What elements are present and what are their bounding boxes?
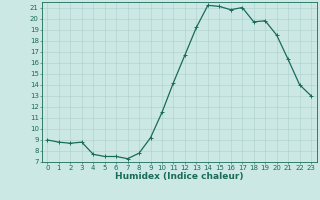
X-axis label: Humidex (Indice chaleur): Humidex (Indice chaleur) — [115, 172, 244, 181]
